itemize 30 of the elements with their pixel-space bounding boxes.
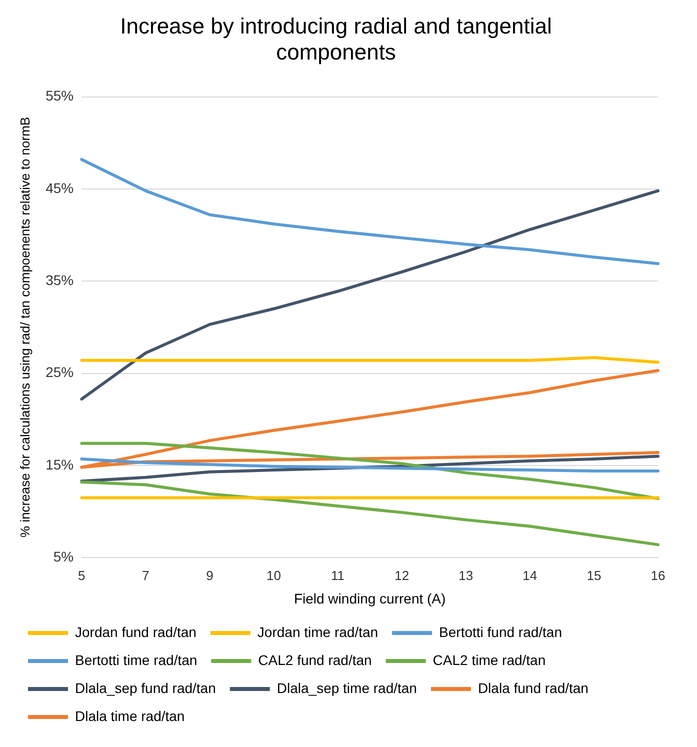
x-tick-label: 16 (650, 568, 666, 583)
y-tick-label: 15% (46, 456, 74, 472)
x-tick-label: 7 (142, 568, 150, 583)
x-tick-label: 15 (586, 568, 602, 583)
x-tick-label: 11 (331, 568, 345, 583)
text: Increase by introducing radial and tangential (120, 13, 552, 38)
legend-label: CAL2 fund rad/tan (258, 652, 372, 668)
legend-label: Dlala_sep fund rad/tan (75, 680, 216, 696)
legend-label: Dlala time rad/tan (75, 708, 185, 724)
y-tick-label: 55% (46, 88, 74, 104)
y-axis-title: % increase for calculations using rad/ tan compoenents relative to normB (17, 116, 32, 538)
legend-label: Dlala_sep time rad/tan (276, 680, 417, 696)
x-axis-title: Field winding current (A) (294, 590, 446, 606)
legend-label: Jordan time rad/tan (257, 624, 378, 640)
x-tick-label: 13 (458, 568, 474, 583)
y-tick-label: 45% (46, 180, 74, 196)
legend-label: CAL2 time rad/tan (432, 652, 546, 668)
y-tick-label: 25% (46, 364, 74, 380)
x-tick-label: 9 (206, 568, 214, 583)
x-tick-label: 10 (266, 568, 281, 583)
x-tick-label: 5 (78, 568, 86, 583)
x-tick-label: 12 (394, 568, 410, 583)
legend-label: Bertotti time rad/tan (75, 652, 198, 668)
y-tick-label: 35% (46, 272, 74, 288)
text: components (276, 40, 396, 65)
x-tick-label: 14 (522, 568, 538, 583)
legend-label: Bertotti fund rad/tan (439, 624, 562, 640)
legend-label: Dlala fund rad/tan (478, 680, 588, 696)
legend-label: Jordan fund rad/tan (75, 624, 196, 640)
y-tick-label: 5% (53, 548, 74, 564)
